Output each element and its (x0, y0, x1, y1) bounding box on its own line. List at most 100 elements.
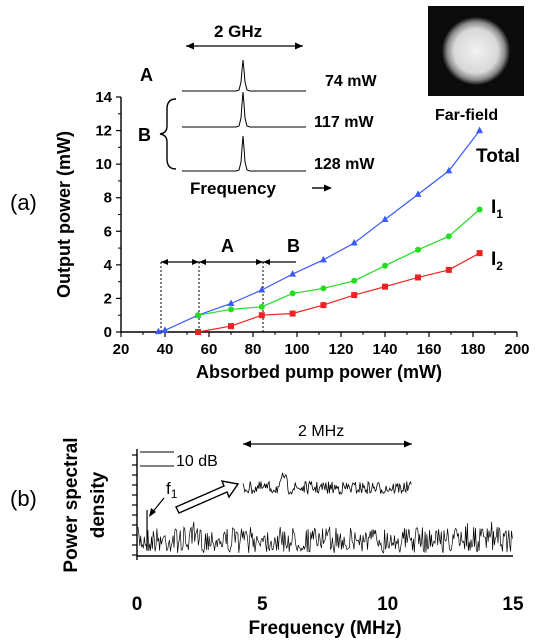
point-i1 (476, 206, 483, 213)
panel-b: (b) 0 5 10 15 Frequency (MHz) Power spectral d… (10, 423, 524, 639)
point-total (289, 270, 297, 277)
db-scale-bar: 10 dB (140, 451, 218, 470)
arrowhead (243, 440, 251, 448)
spectra-inset: 2 GHz 74 mW 117 mW 128 mW A B Frequency (138, 22, 377, 198)
arrowhead (149, 508, 156, 517)
x-axis-label: Frequency (MHz) (248, 618, 401, 639)
y-tick-label: 2 (104, 290, 112, 307)
arrowhead (295, 42, 303, 50)
x-tick-label: 10 (377, 594, 398, 615)
zoom-inset: 2 MHz (242, 423, 412, 496)
y-tick-label: 6 (104, 223, 112, 240)
noise-trace (137, 521, 513, 554)
region-a-label: A (221, 236, 234, 256)
region-b-label: B (287, 236, 300, 256)
point-i1 (382, 262, 388, 269)
point-i2 (320, 302, 327, 309)
zoom-trace (242, 472, 412, 496)
spectrum-label: 74 mW (325, 73, 377, 90)
series-labels: Total I1 I2 (476, 146, 520, 273)
x-tick-label: 0 (132, 594, 143, 615)
db-scale-label: 10 dB (176, 453, 218, 470)
y-tick-label: 10 (95, 156, 112, 173)
y-axis-label: density (88, 471, 109, 538)
arrowhead (199, 259, 206, 265)
y-tick-label: 4 (104, 257, 113, 274)
spectrum-trace (182, 91, 306, 128)
point-i2 (228, 323, 234, 330)
point-total (154, 327, 162, 335)
point-i1 (445, 233, 452, 240)
point-total (161, 326, 169, 333)
arrowhead (186, 42, 194, 50)
point-total (350, 239, 358, 246)
y-tick-label: 0 (104, 324, 112, 341)
x-tick-label: 40 (157, 341, 174, 358)
group-brace (159, 98, 177, 170)
arrowhead (263, 259, 270, 265)
arrowhead (404, 440, 412, 448)
spectrum-trace (182, 59, 306, 92)
point-total (227, 299, 235, 306)
point-total (476, 126, 484, 134)
panel-b-label: (b) (10, 486, 37, 511)
x-tick-label: 60 (201, 341, 218, 358)
far-field-spot (442, 17, 510, 85)
point-total (319, 255, 327, 263)
point-i1 (289, 290, 296, 297)
point-i1 (415, 246, 421, 253)
series-line-i2 (197, 252, 480, 333)
x-tick-label: 180 (460, 341, 485, 358)
far-field-image: Far-field (428, 6, 524, 124)
x-tick-label: 15 (502, 594, 524, 615)
point-i2 (258, 312, 265, 319)
arrowhead (161, 259, 168, 265)
point-i2 (195, 329, 201, 335)
spectrum-trace (182, 135, 306, 172)
arrowhead (192, 259, 199, 265)
series-line-i1 (197, 209, 480, 316)
x-axis-label: Absorbed pump power (mW) (196, 362, 442, 382)
span-label: 2 MHz (298, 423, 344, 440)
far-field-label: Far-field (435, 107, 498, 124)
x-tick-label: 5 (257, 594, 268, 615)
panel-a-series (154, 126, 484, 335)
point-i2 (415, 274, 421, 281)
point-i2 (351, 292, 358, 299)
point-i1 (258, 303, 265, 310)
x-tick-label: 140 (372, 341, 397, 358)
x-tick-label: 100 (284, 341, 309, 358)
point-i2 (476, 250, 483, 257)
point-i2 (382, 283, 388, 290)
point-i1 (351, 277, 358, 284)
point-total (445, 166, 453, 174)
panel-b-axes: 0 5 10 15 Frequency (MHz) Power spectral densi… (61, 437, 524, 639)
series-line-total (158, 130, 481, 333)
y-axis-label: Output power (mW) (54, 131, 74, 298)
point-i1 (320, 285, 327, 292)
series-label-l1: I1 (491, 197, 503, 221)
y-axis-label: Power spectral (61, 437, 82, 572)
arrowhead (256, 259, 263, 265)
panel-a-axes: 20 40 60 80 100 120 140 160 180 200 0 2 4 6 8 10 12 14 Abs… (54, 89, 530, 382)
point-i2 (445, 266, 452, 273)
x-tick-label: 200 (504, 341, 529, 358)
zoom-arrow (175, 480, 240, 514)
region-annotations: A B (160, 236, 300, 332)
spectrum-label: 128 mW (314, 156, 375, 173)
panel-a-label: (a) (10, 190, 37, 215)
spectrum-label: 117 mW (314, 114, 374, 131)
point-i2 (289, 310, 296, 317)
panel-a: (a) 20 40 60 80 100 120 140 160 180 200 0 2 4 6 8 10 12 1… (10, 6, 530, 382)
point-i1 (195, 312, 201, 319)
x-tick-label: 120 (328, 341, 353, 358)
inset-span-label: 2 GHz (214, 22, 262, 41)
point-total (381, 215, 389, 223)
y-tick-label: 8 (104, 190, 112, 207)
arrowhead (324, 184, 332, 192)
peak-label: f1 (166, 479, 178, 501)
point-i1 (228, 306, 234, 313)
series-label-l2: I2 (491, 249, 503, 273)
inset-xlabel: Frequency (190, 179, 277, 198)
